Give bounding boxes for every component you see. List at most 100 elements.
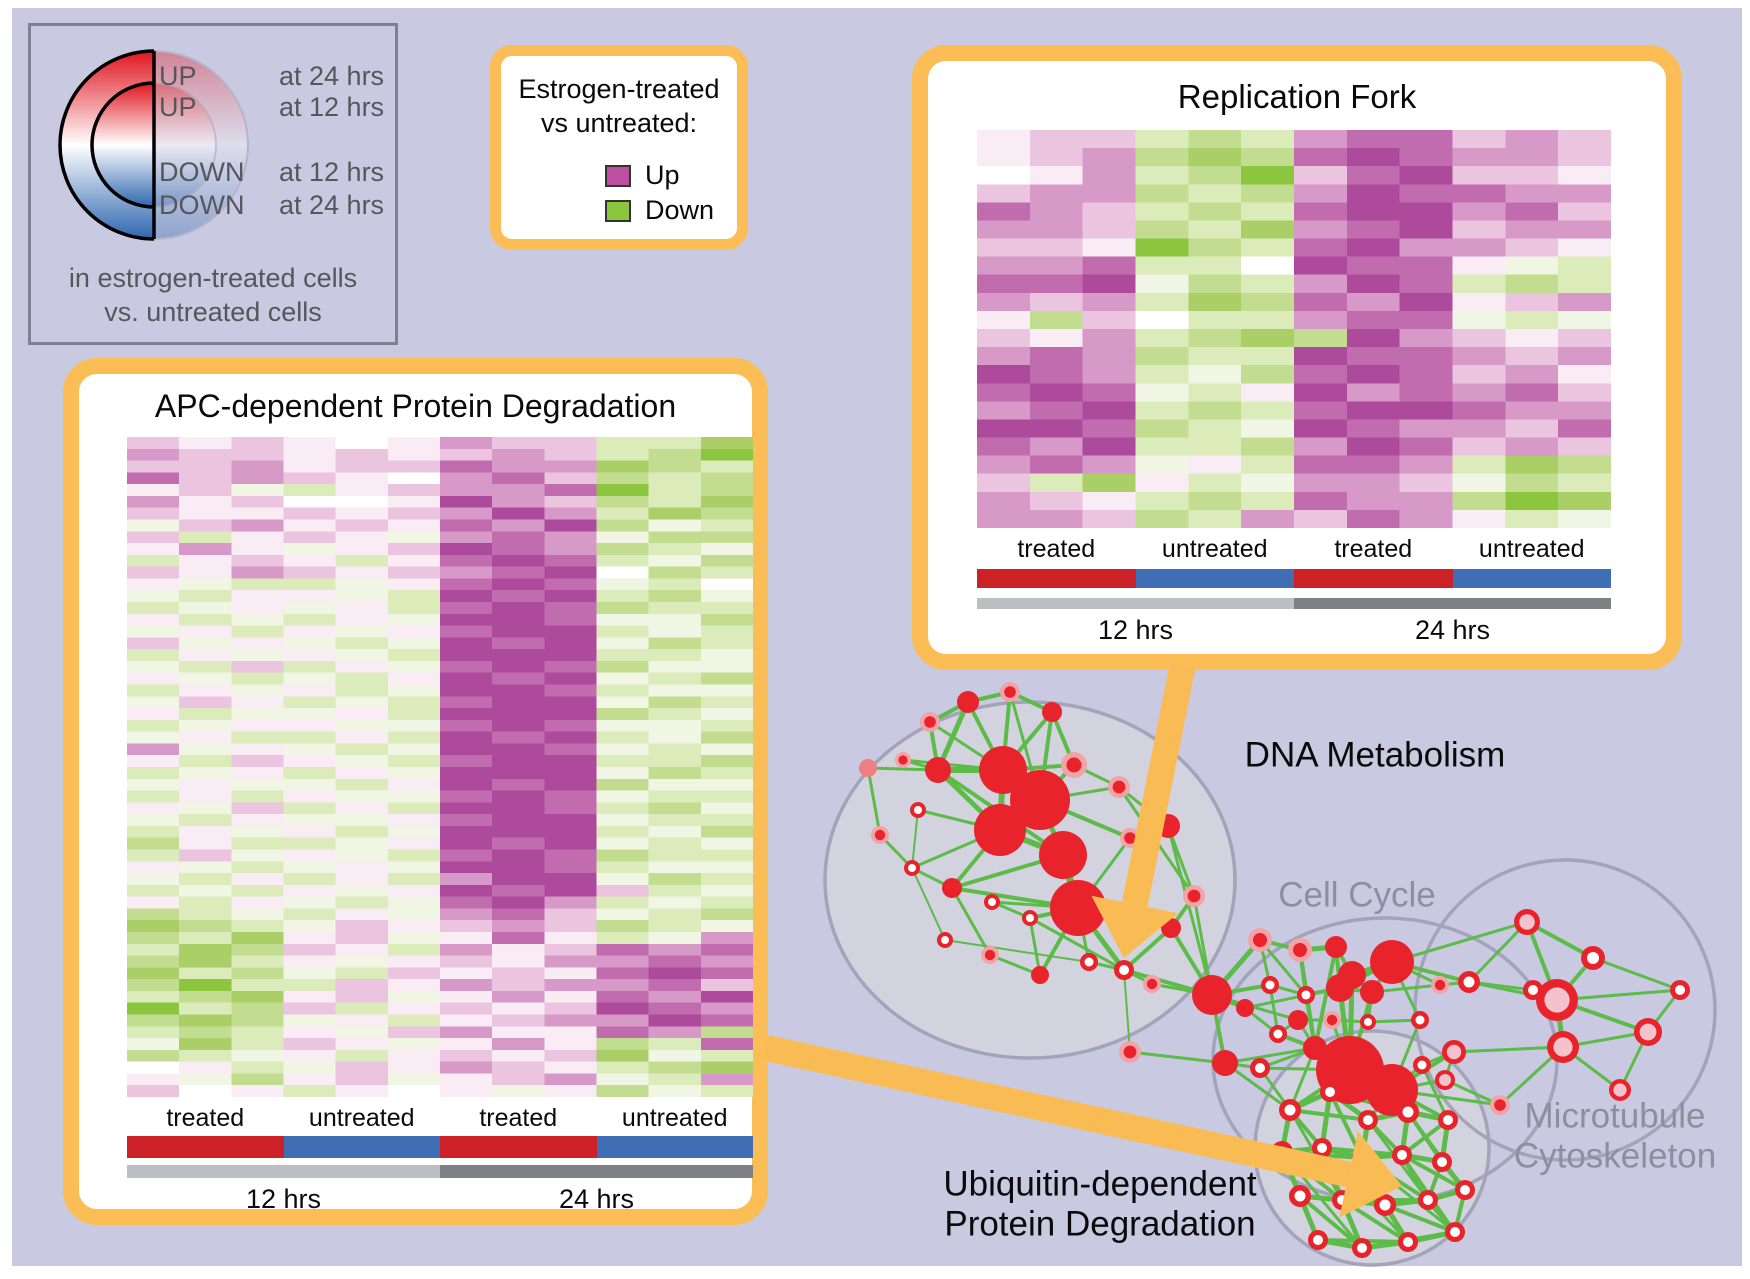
heatmap-cell [492,531,546,544]
heatmap-cell [231,790,285,803]
heatmap-cell [127,566,180,579]
heatmap-cell [440,602,493,614]
heatmap-cell [387,531,441,544]
heatmap-cell [1188,365,1242,385]
heatmap-cell [596,554,650,567]
heatmap-cell [1452,130,1506,149]
heatmap-cell [387,778,441,791]
heatmap-cell [440,566,493,579]
heatmap-cell [387,1014,441,1027]
heatmap-cell [648,590,702,603]
heatmap-cell [544,790,598,803]
heatmap-cell [127,507,180,520]
axis-label: treated [479,1104,558,1132]
heatmap-cell [127,731,180,744]
heatmap-cell [544,484,598,497]
heatmap-cell [544,837,598,850]
heatmap-cell [1452,383,1506,403]
heatmap-cell [700,767,753,779]
heatmap-cell [1188,184,1242,204]
heatmap-cell [648,955,702,968]
heatmap-cell [596,484,650,497]
heatmap-cell [1346,220,1400,240]
heatmap-cell [283,613,337,626]
axis-label: 12 hrs [245,1184,322,1214]
heatmap-cell [179,484,233,497]
heatmap-cell [700,543,753,556]
heatmap-cell [387,625,441,638]
heatmap-cell [700,932,753,944]
heatmap-cell [700,802,753,815]
heatmap-cell [179,990,233,1003]
heatmap-cell [544,990,598,1003]
heatmap-cell [127,1061,180,1074]
heatmap-cell [179,696,233,709]
heatmap-cell [179,861,233,874]
heatmap-cell [544,495,598,508]
heatmap-cell [179,790,233,803]
heatmap-cell [544,979,598,992]
heatmap-cell [1505,455,1559,475]
heatmap-cell [127,825,180,838]
heatmap-cell [596,578,650,591]
heatmap-cell [544,1073,598,1086]
heatmap-cell [492,990,546,1003]
heatmap-cell [283,602,337,614]
heatmap-cell [335,943,389,956]
heatmap-cell [596,625,650,638]
heatmap-cell [387,708,441,721]
heatmap-cell [1082,473,1136,493]
heatmap-cell [596,755,650,768]
heatmap-cell [179,437,233,449]
heatmap-cell [648,967,702,980]
heatmap-cell [1188,202,1242,222]
heatmap-cell [127,873,180,886]
heatmap-cell [700,613,753,626]
heatmap-cell [492,979,546,992]
heatmap-cell [1505,310,1559,330]
heatmap-cell [1346,329,1400,348]
heatmap-cell [492,849,546,862]
heatmap-cell [231,873,285,886]
heatmap-cell [283,1061,337,1074]
heatmap-cell [387,590,441,603]
heatmap-cell [387,790,441,803]
heatmap-cell [700,743,753,756]
heatmap-cell [335,566,389,579]
heatmap-cell [1346,184,1400,204]
heatmap-cell [231,660,285,673]
heatmap-cell [1029,473,1083,493]
ring-legend-row-up24: UP at 24 hrs [159,61,384,92]
color-key-title-line2: vs untreated: [540,108,698,138]
heatmap-cell [492,708,546,721]
heatmap-cell [179,578,233,591]
heatmap-cell [231,814,285,827]
heatmap-cell [335,1049,389,1062]
heatmap-cell [596,1014,650,1027]
heatmap-cell [700,1073,753,1086]
heatmap-cell [1082,437,1136,457]
heatmap-cell [596,1049,650,1062]
heatmap-cell [179,908,233,921]
replication-fork-panel: Replication Fork treated untreated treated… [912,45,1682,670]
heatmap-cell [231,437,285,449]
heatmap-cell [387,990,441,1003]
heatmap-cell [1241,347,1295,367]
heatmap-cell [231,1002,285,1015]
heatmap-cell [387,849,441,862]
heatmap-cell [648,1085,702,1097]
heatmap-cell [492,1038,546,1051]
heatmap-cell [335,920,389,933]
heatmap-cell [231,767,285,779]
heatmap-cell [231,613,285,626]
heatmap-cell [596,849,650,862]
heatmap-cell [283,1085,337,1097]
heatmap-cell [544,543,598,556]
apc-time-bar [127,1165,753,1178]
heatmap-cell [335,637,389,650]
heatmap-cell [700,637,753,650]
heatmap-cell [1135,329,1189,348]
heatmap-cell [544,767,598,779]
apc-title: APC-dependent Protein Degradation [154,388,677,424]
axis-label: treated [1017,535,1096,563]
